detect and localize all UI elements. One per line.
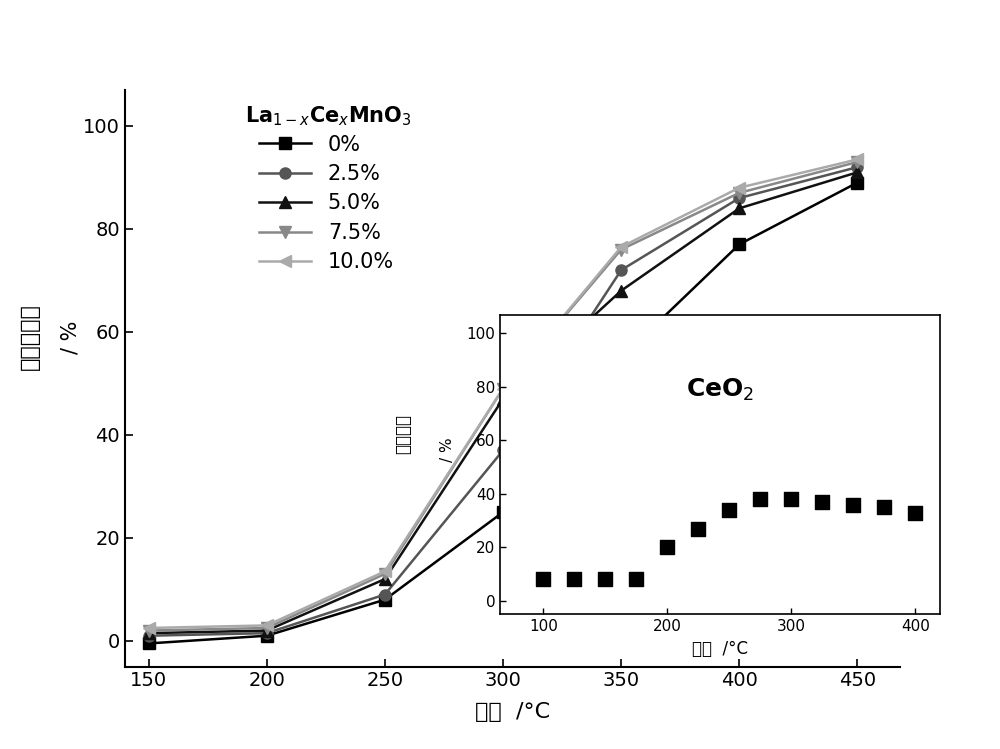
Text: 苯的转化率: 苯的转化率 [20,303,40,371]
X-axis label: 温度  /°C: 温度 /°C [475,702,550,721]
Text: La$_{1-x}$Ce$_{x}$MnO$_3$: La$_{1-x}$Ce$_{x}$MnO$_3$ [245,104,412,128]
0% [497,508,509,517]
Line: 7.5%: 7.5% [143,157,863,636]
Point [814,496,830,508]
7.5% [143,626,155,635]
5.0% [497,394,509,403]
7.5% [379,569,391,578]
Text: CeO$_2$: CeO$_2$ [686,377,754,402]
7.5% [497,384,509,393]
Point [628,574,644,586]
Text: / %: / % [60,321,80,354]
7.5% [851,157,863,166]
Point [845,499,861,511]
Text: 苯的浓度: 苯的浓度 [394,414,412,455]
Line: 10.0%: 10.0% [143,154,863,634]
X-axis label: 温度  /°C: 温度 /°C [692,640,748,658]
Point [535,574,551,586]
7.5% [733,189,745,198]
2.5% [497,446,509,455]
10.0% [733,184,745,192]
Point [566,574,582,586]
2.5% [733,193,745,202]
5.0% [379,574,391,583]
0% [733,240,745,249]
Point [907,506,923,518]
5.0% [143,628,155,637]
5.0% [261,626,273,635]
Point [690,523,706,535]
2.5% [615,266,627,275]
10.0% [615,243,627,252]
7.5% [615,245,627,254]
Point [783,493,799,505]
0% [615,354,627,363]
0% [261,631,273,640]
Point [659,542,675,554]
0% [379,595,391,604]
Line: 5.0%: 5.0% [143,167,863,639]
10.0% [497,384,509,393]
Point [597,574,613,586]
Point [752,493,768,505]
Point [876,501,892,513]
Point [721,504,737,516]
Line: 0%: 0% [143,177,863,649]
5.0% [615,286,627,295]
10.0% [143,623,155,632]
10.0% [851,155,863,164]
Text: / %: / % [440,437,455,461]
10.0% [261,621,273,630]
Line: 2.5%: 2.5% [143,162,863,641]
2.5% [261,628,273,637]
2.5% [851,163,863,172]
0% [851,178,863,187]
10.0% [379,567,391,576]
0% [143,639,155,648]
2.5% [143,631,155,640]
Legend: 0%, 2.5%, 5.0%, 7.5%, 10.0%: 0%, 2.5%, 5.0%, 7.5%, 10.0% [251,127,402,281]
5.0% [851,168,863,177]
5.0% [733,204,745,213]
7.5% [261,623,273,632]
2.5% [379,590,391,599]
